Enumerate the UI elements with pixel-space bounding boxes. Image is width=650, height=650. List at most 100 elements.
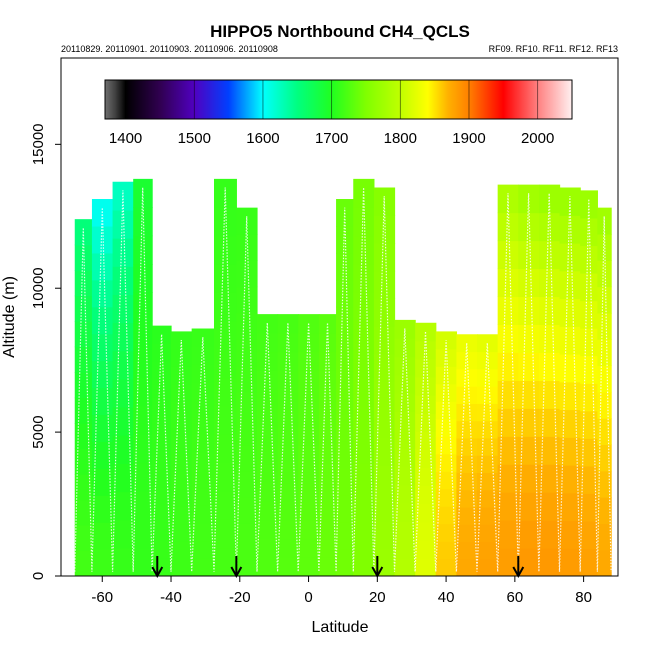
heatmap-cell <box>112 266 134 295</box>
heatmap-cell <box>133 405 153 435</box>
heatmap-cell <box>236 233 258 261</box>
heatmap-cell <box>298 482 320 502</box>
heatmap-cell <box>373 298 396 327</box>
heatmap-cell <box>74 448 93 475</box>
x-tick-label: -20 <box>229 589 251 606</box>
heatmap-cell <box>580 355 598 384</box>
heatmap-cell <box>298 407 320 427</box>
heatmap-cell <box>394 411 416 431</box>
heatmap-cell <box>394 447 416 467</box>
heatmap-cell <box>191 416 215 436</box>
heatmap-cell <box>456 541 478 560</box>
heatmap-cell <box>152 522 172 541</box>
heatmap-cell <box>538 268 561 298</box>
colorbar: 1400 1500 1600 1700 1800 1900 2000 <box>104 79 573 147</box>
colorbar-tick-label: 2000 <box>521 130 554 147</box>
heatmap-cell <box>191 434 215 453</box>
heatmap-cell <box>394 393 416 412</box>
heatmap-cell <box>518 296 540 325</box>
heatmap-cell <box>133 349 153 379</box>
heatmap-cell <box>538 184 561 214</box>
heatmap-cell <box>373 381 396 411</box>
heatmap-cell <box>74 372 93 399</box>
x-axis: -60 -40 -20 0 20 40 60 80 <box>91 576 592 606</box>
heatmap-cell <box>580 493 598 522</box>
heatmap-cell <box>353 490 375 520</box>
heatmap-cell <box>353 377 375 407</box>
heatmap-cell <box>373 243 396 272</box>
heatmap-cell <box>580 245 598 274</box>
heatmap-cell <box>559 298 581 327</box>
heatmap-cell <box>559 243 581 272</box>
heatmap-cell <box>353 349 375 379</box>
heatmap-cell <box>214 405 237 435</box>
heatmap-cell <box>214 349 237 379</box>
heatmap-cell <box>456 386 478 404</box>
heatmap-cell <box>112 407 134 436</box>
x-tick-label: 60 <box>507 589 524 606</box>
heatmap-cell <box>435 366 457 385</box>
heatmap-cell <box>277 407 299 427</box>
heatmap-cell <box>415 557 437 576</box>
heatmap-cell <box>559 409 581 438</box>
heatmap-cell <box>191 487 215 506</box>
heatmap-cell <box>256 445 279 465</box>
heatmap-cell <box>597 286 612 314</box>
heatmap-cell <box>538 464 561 493</box>
heatmap-cell <box>580 190 598 219</box>
heatmap-cell <box>91 252 114 281</box>
heatmap-cell <box>91 549 114 576</box>
heatmap-cell <box>518 548 540 576</box>
heatmap-cell <box>112 378 134 408</box>
heatmap-cell <box>112 491 134 521</box>
heatmap-cell <box>277 519 299 540</box>
heatmap-cell <box>373 409 396 438</box>
heatmap-cell <box>580 548 598 576</box>
heatmap-cell <box>318 557 337 576</box>
heatmap-cell <box>518 408 540 437</box>
heatmap-cell <box>112 238 134 267</box>
heatmap-cell <box>336 468 354 496</box>
heatmap-cell <box>133 377 153 407</box>
heatmap-cell <box>394 521 416 541</box>
heatmap-cell <box>256 482 279 502</box>
heatmap-cell <box>435 488 457 507</box>
heatmap-cell <box>336 279 354 308</box>
heatmap-cell <box>236 391 258 419</box>
heatmap-cell <box>353 320 375 350</box>
heatmap-cell <box>112 294 134 324</box>
heatmap-cell <box>497 464 519 493</box>
heatmap-cell <box>171 436 193 455</box>
heatmap-cell <box>415 413 437 432</box>
heatmap-cell <box>580 410 598 439</box>
heatmap-cell <box>580 465 598 494</box>
heatmap-cell <box>394 374 416 394</box>
heatmap-cell <box>477 506 499 525</box>
heatmap-cell <box>171 418 193 437</box>
heatmap-cell <box>518 380 540 409</box>
heatmap-cell <box>112 209 134 239</box>
heatmap-cell <box>133 178 153 208</box>
heatmap-cell <box>597 391 612 419</box>
heatmap-cell <box>91 522 114 550</box>
heatmap-cell <box>497 492 519 521</box>
heatmap-cell <box>171 558 193 576</box>
heatmap-cell <box>318 370 337 390</box>
heatmap-cell <box>477 541 499 560</box>
heatmap-cell <box>91 468 114 496</box>
heatmap-cell <box>74 295 93 322</box>
heatmap-cell <box>497 268 519 298</box>
heatmap-cell <box>214 434 237 464</box>
heatmap-cell <box>559 354 581 383</box>
heatmap-cell <box>435 558 457 576</box>
heatmap-cell <box>74 270 93 297</box>
heatmap-cell <box>236 497 258 524</box>
heatmap-cell <box>214 235 237 265</box>
heatmap-cell <box>171 401 193 420</box>
heatmap-cell <box>435 523 457 542</box>
heatmap-cell <box>133 547 153 576</box>
colorbar-tick-label: 1900 <box>452 130 485 147</box>
heatmap-cell <box>74 474 93 501</box>
heatmap-cell <box>298 351 320 371</box>
